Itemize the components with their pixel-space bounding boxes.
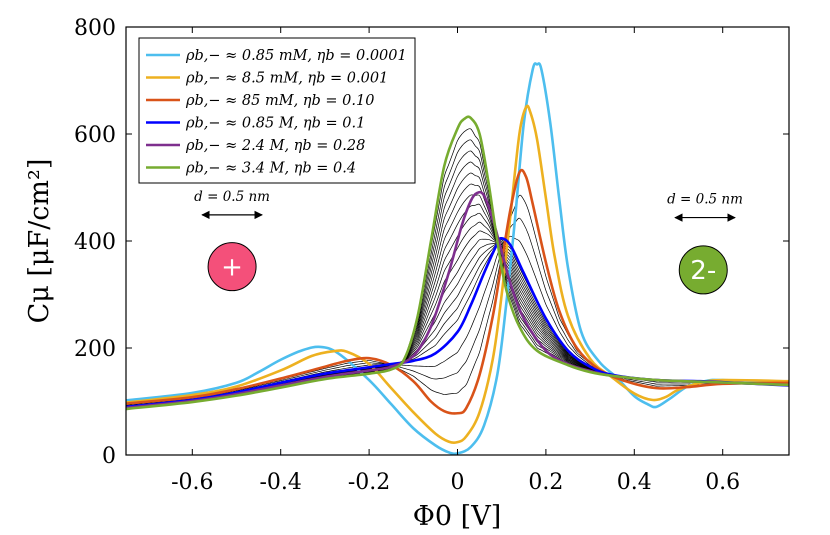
- x-tick-label: 0.6: [705, 470, 740, 495]
- series-line-1: [126, 62, 789, 455]
- y-tick-label: 0: [102, 444, 116, 469]
- annotations: d = 0.5 nm d = 0.5 nm + 2-: [194, 189, 743, 295]
- axis-ticks: -0.6 -0.4 -0.2 0 0.2 0.4 0.6 0 200 400 600 800: [74, 16, 789, 495]
- x-tick-label: 0: [451, 470, 465, 495]
- legend-label: ρb,− ≈ 85 mM, ηb = 0.10: [185, 93, 374, 109]
- legend-label: ρb,− ≈ 0.85 M, ηb = 0.1: [185, 116, 365, 132]
- cation-icon: [207, 242, 257, 292]
- y-tick-label: 600: [74, 123, 116, 148]
- distance-label: d = 0.5 nm: [194, 189, 270, 205]
- distance-label: d = 0.5 nm: [667, 192, 743, 208]
- intermediate-line: [126, 217, 789, 406]
- y-tick-label: 200: [74, 337, 116, 362]
- x-tick-label: 0.4: [617, 470, 652, 495]
- x-tick-label: 0.2: [528, 470, 563, 495]
- series-line-2: [126, 104, 789, 445]
- x-tick-label: -0.4: [259, 470, 301, 495]
- legend-label: ρb,− ≈ 0.85 mM, ηb = 0.0001: [185, 48, 407, 64]
- x-tick-label: -0.6: [171, 470, 213, 495]
- anion-icon: [678, 245, 728, 295]
- legend-label: ρb,− ≈ 3.4 M, ηb = 0.4: [185, 161, 356, 177]
- y-axis-title: Cμ [μF/cm²]: [24, 159, 55, 324]
- series-line-6: [126, 115, 789, 411]
- y-tick-label: 800: [74, 16, 116, 41]
- legend-label: ρb,− ≈ 2.4 M, ηb = 0.28: [185, 138, 365, 154]
- series-curves: [126, 62, 789, 455]
- legend-box: [138, 37, 416, 184]
- legend: ρb,− ≈ 0.85 mM, ηb = 0.0001 ρb,− ≈ 8.5 mM…: [138, 37, 416, 184]
- x-tick-label: -0.2: [348, 470, 390, 495]
- x-axis-title: Φ0 [V]: [413, 501, 501, 532]
- legend-label: ρb,− ≈ 8.5 mM, ηb = 0.001: [185, 71, 388, 87]
- ion-charge-label: +: [221, 253, 243, 283]
- y-tick-label: 400: [74, 230, 116, 255]
- ion-charge-label: 2-: [690, 256, 716, 286]
